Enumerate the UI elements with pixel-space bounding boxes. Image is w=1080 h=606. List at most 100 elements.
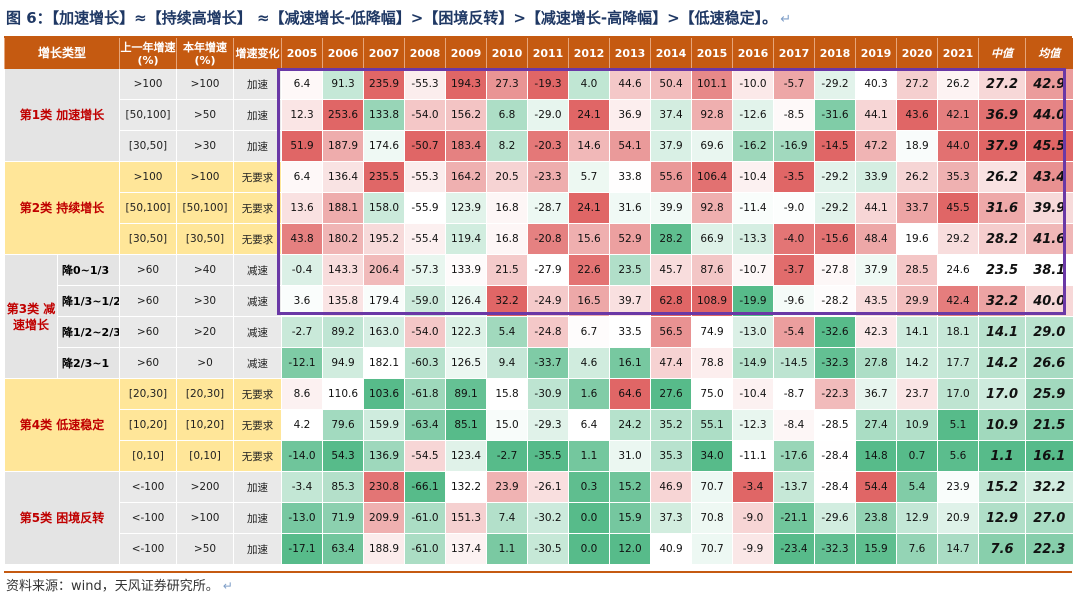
value-cell: 89.2 [322,316,364,348]
table-row: <-100 >100 加速 -13.0 71.9 209.9 -61.0 151.3 7.4 -3… [5,502,1073,534]
value-cell: -10.4 [732,161,774,193]
current-growth-band: >20 [176,316,234,348]
value-cell: 31.0 [609,440,651,472]
value-cell: 35.3 [937,161,979,193]
prev-growth-band: [0,10] [119,440,177,472]
prev-growth-band: [30,50] [119,223,177,255]
value-cell: -21.1 [773,502,815,534]
current-growth-band: [10,20] [176,409,234,441]
current-growth-band: >0 [176,347,234,379]
value-cell: -14.5 [814,130,856,162]
value-cell: 92.8 [691,99,733,131]
value-cell: -9.0 [773,192,815,224]
value-cell: 43.6 [896,99,938,131]
current-growth-band: >30 [176,130,234,162]
value-cell: 27.8 [855,347,897,379]
value-cell: 10.9 [896,409,938,441]
value-cell: 28.5 [896,254,938,286]
value-cell: 35.3 [650,440,692,472]
value-cell: 27.4 [855,409,897,441]
value-cell: 71.9 [322,502,364,534]
value-cell: 29.2 [937,223,979,255]
value-cell: 85.1 [445,409,487,441]
value-cell: 28.2 [650,223,692,255]
value-cell: -61.8 [404,378,446,410]
current-growth-band: >50 [176,533,234,565]
value-cell: 194.3 [445,69,487,100]
value-cell: -10.0 [732,69,774,100]
value-cell: 94.9 [322,347,364,379]
value-cell: 43.5 [855,285,897,317]
category-label: 第2类 持续增长 [3,161,120,255]
value-cell: 110.6 [322,378,364,410]
current-growth-band: >100 [176,69,234,100]
value-cell: 22.6 [568,254,610,286]
table-row: [50,100] [50,100] 无要求 13.6 188.1 158.0 -55.9 12… [5,192,1073,224]
value-cell: 64.6 [609,378,651,410]
value-cell: 50.4 [650,69,692,100]
value-cell: 179.4 [363,285,405,317]
growth-change-label: 减速 [233,316,282,348]
value-cell: 36.9 [609,99,651,131]
mean-cell: 39.9 [1025,192,1073,224]
value-cell: -8.7 [773,378,815,410]
return-mark: ↵ [222,579,233,593]
value-cell: 33.7 [896,192,938,224]
value-cell: 15.6 [568,223,610,255]
value-cell: 1.1 [568,440,610,472]
value-cell: 89.1 [445,378,487,410]
header-growth-change: 增速变化 [233,38,282,69]
table-row: 降1/3~1/2 >60 >30 减速 3.6 135.8 179.4 -59.0 126.4 3… [5,285,1073,317]
median-cell: 37.9 [978,130,1026,162]
value-cell: -8.5 [773,99,815,131]
value-cell: -13.0 [732,316,774,348]
value-cell: 136.4 [322,161,364,193]
value-cell: 235.9 [363,69,405,100]
value-cell: 51.9 [281,130,323,162]
value-cell: -11.1 [732,440,774,472]
value-cell: 16.5 [568,285,610,317]
value-cell: 180.2 [322,223,364,255]
value-cell: 106.4 [691,161,733,193]
growth-change-label: 减速 [233,347,282,379]
value-cell: 20.5 [486,161,528,193]
value-cell: 163.0 [363,316,405,348]
value-cell: -30.2 [527,502,569,534]
value-cell: -26.1 [527,471,569,503]
header-prev-year-growth: 上一年增速(%) [119,38,177,69]
value-cell: 19.6 [896,223,938,255]
prev-growth-band: <-100 [119,502,177,534]
value-cell: -28.2 [814,285,856,317]
value-cell: -13.3 [732,223,774,255]
value-cell: 55.1 [691,409,733,441]
current-growth-band: [20,30] [176,378,234,410]
value-cell: 39.9 [650,192,692,224]
mean-cell: 22.3 [1025,533,1073,565]
value-cell: -29.2 [814,161,856,193]
figure-title: 图 6：【加速增长】≈【持续高增长】 ≈【减速增长-低降幅】>【困境反转】>【减… [6,9,792,27]
median-cell: 36.9 [978,99,1026,131]
value-cell: 7.6 [896,533,938,565]
category-label: 第1类 加速增长 [3,69,120,162]
value-cell: -55.3 [404,69,446,100]
value-cell: -3.5 [773,161,815,193]
header-year: 2020 [896,38,938,69]
value-cell: 69.6 [691,130,733,162]
median-cell: 10.9 [978,409,1026,441]
top-rule [4,36,1072,38]
prev-growth-band: >60 [119,254,177,286]
value-cell: 133.8 [363,99,405,131]
value-cell: -66.1 [404,471,446,503]
mean-cell: 27.0 [1025,502,1073,534]
value-cell: 33.9 [855,161,897,193]
value-cell: 188.1 [322,192,364,224]
value-cell: -27.8 [814,254,856,286]
value-cell: 24.1 [568,99,610,131]
value-cell: -31.6 [814,99,856,131]
value-cell: 45.5 [937,192,979,224]
prev-growth-band: >60 [119,285,177,317]
value-cell: 126.4 [445,285,487,317]
bottom-rule [4,571,1072,573]
value-cell: 85.3 [322,471,364,503]
table-body: 第1类 加速增长 >100 >100 加速 6.4 91.3 235.9 -55.3 194.3… [3,69,1073,565]
